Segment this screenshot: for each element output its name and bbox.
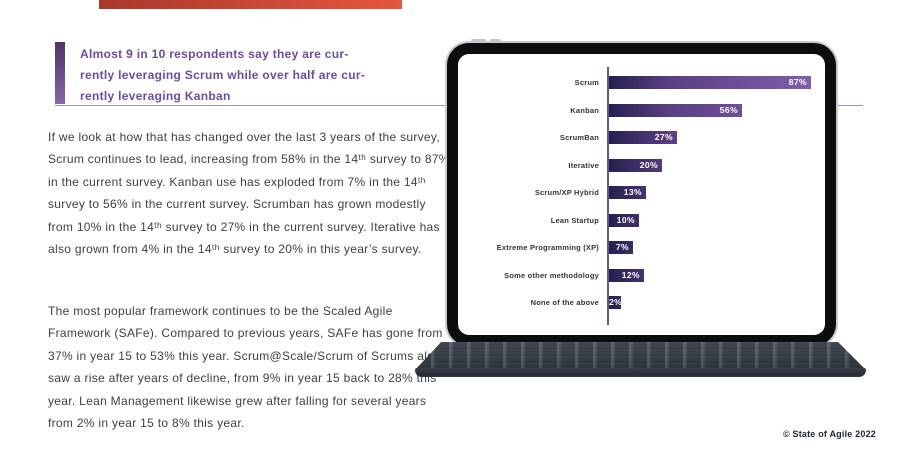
bar-category-label: Kanban <box>570 105 599 115</box>
bar-category-label: Some other methodology <box>504 270 599 280</box>
tablet-volume-button-icon <box>471 39 486 44</box>
bar: 12% <box>609 268 644 282</box>
bar: 56% <box>609 103 742 117</box>
chart-row: Scrum/XP Hybrid 13% <box>458 179 825 207</box>
bar-category-label: Extreme Programming (XP) <box>496 243 599 253</box>
keyboard-base <box>415 368 866 377</box>
bar-value-label: 87% <box>788 77 807 88</box>
pull-quote-line: rently leveraging Scrum while over half … <box>80 68 366 82</box>
chart-row: Scrum 87% <box>458 69 825 97</box>
bar-value-label: 27% <box>654 132 673 143</box>
bar: 2% <box>609 296 623 310</box>
pull-quote: Almost 9 in 10 respondents say they are … <box>80 44 410 107</box>
bar-category-label: ScrumBan <box>559 133 599 143</box>
chart-axis-line <box>607 67 609 325</box>
quote-accent-bar <box>55 42 65 104</box>
keyboard <box>415 342 866 370</box>
tablet-frame: Scrum 87% Kanban 56% ScrumBan 27% Iterative 20%… <box>447 43 836 346</box>
chart-rows: Scrum 87% Kanban 56% ScrumBan 27% Iterative 20%… <box>458 69 825 317</box>
bar-value-label: 56% <box>719 104 738 115</box>
bar: 10% <box>609 213 639 227</box>
top-accent-bar <box>99 0 402 9</box>
chart-row: None of the above 2% <box>458 289 825 317</box>
bar-value-label: 10% <box>616 214 635 225</box>
tablet-screen: Scrum 87% Kanban 56% ScrumBan 27% Iterative 20%… <box>458 54 825 335</box>
chart-row: Extreme Programming (XP) 7% <box>458 234 825 262</box>
copyright-note: © State of Agile 2022 <box>782 429 876 439</box>
bar: 7% <box>609 241 633 255</box>
bar-value-label: 20% <box>639 159 658 170</box>
chart-row: ScrumBan 27% <box>458 124 825 152</box>
bar-value-label: 7% <box>615 242 629 253</box>
bar-value-label: 13% <box>623 187 642 198</box>
pull-quote-line: Almost 9 in 10 respondents say they are … <box>80 47 349 61</box>
bar: 20% <box>609 158 662 172</box>
tablet-volume-button-icon <box>490 39 501 44</box>
bar: 13% <box>609 186 646 200</box>
methodologies-bar-chart: Scrum 87% Kanban 56% ScrumBan 27% Iterative 20%… <box>458 67 825 325</box>
pull-quote-line: rently leveraging Kanban <box>80 89 231 103</box>
bar-category-label: None of the above <box>530 298 599 308</box>
chart-row: Lean Startup 10% <box>458 207 825 235</box>
paragraph-survey-trends: If we look at how that has changed over … <box>48 130 450 257</box>
bar-value-label: 2% <box>609 297 623 308</box>
bar: 27% <box>609 131 677 145</box>
paragraph-frameworks: The most popular framework continues to … <box>48 304 443 431</box>
chart-row: Kanban 56% <box>458 97 825 125</box>
bar: 87% <box>609 76 811 90</box>
chart-row: Iterative 20% <box>458 152 825 180</box>
bar-category-label: Lean Startup <box>550 215 599 225</box>
bar-category-label: Scrum <box>574 78 599 88</box>
chart-row: Some other methodology 12% <box>458 262 825 290</box>
bar-category-label: Iterative <box>568 160 599 170</box>
bar-category-label: Scrum/XP Hybrid <box>534 188 599 198</box>
bar-value-label: 12% <box>621 269 640 280</box>
